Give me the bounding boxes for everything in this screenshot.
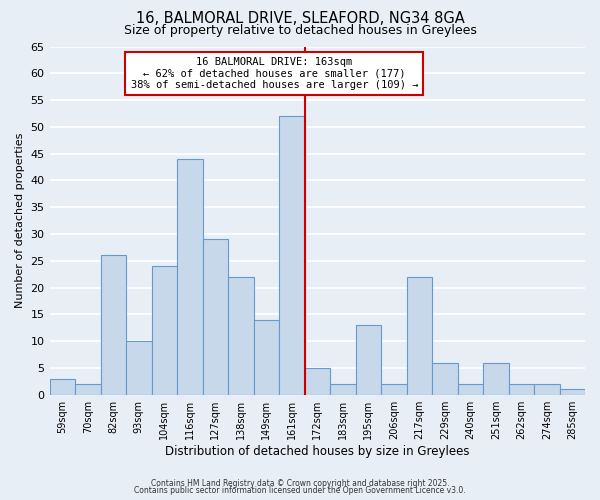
Text: 16 BALMORAL DRIVE: 163sqm
← 62% of detached houses are smaller (177)
38% of semi: 16 BALMORAL DRIVE: 163sqm ← 62% of detac… — [131, 57, 418, 90]
Bar — [458, 384, 483, 394]
Bar — [279, 116, 305, 394]
Bar — [254, 320, 279, 394]
Bar — [509, 384, 534, 394]
Bar — [483, 362, 509, 394]
Y-axis label: Number of detached properties: Number of detached properties — [15, 133, 25, 308]
Bar — [101, 256, 126, 394]
Bar — [126, 341, 152, 394]
Bar — [152, 266, 177, 394]
Bar — [305, 368, 330, 394]
Bar — [50, 378, 75, 394]
Bar — [330, 384, 356, 394]
Bar — [356, 325, 381, 394]
Bar — [534, 384, 560, 394]
X-axis label: Distribution of detached houses by size in Greylees: Distribution of detached houses by size … — [165, 444, 470, 458]
Bar — [75, 384, 101, 394]
Bar — [432, 362, 458, 394]
Bar — [228, 277, 254, 394]
Text: 16, BALMORAL DRIVE, SLEAFORD, NG34 8GA: 16, BALMORAL DRIVE, SLEAFORD, NG34 8GA — [136, 11, 464, 26]
Bar — [177, 159, 203, 394]
Text: Contains HM Land Registry data © Crown copyright and database right 2025.: Contains HM Land Registry data © Crown c… — [151, 478, 449, 488]
Text: Contains public sector information licensed under the Open Government Licence v3: Contains public sector information licen… — [134, 486, 466, 495]
Bar — [407, 277, 432, 394]
Bar — [560, 390, 585, 394]
Bar — [203, 240, 228, 394]
Text: Size of property relative to detached houses in Greylees: Size of property relative to detached ho… — [124, 24, 476, 37]
Bar — [381, 384, 407, 394]
